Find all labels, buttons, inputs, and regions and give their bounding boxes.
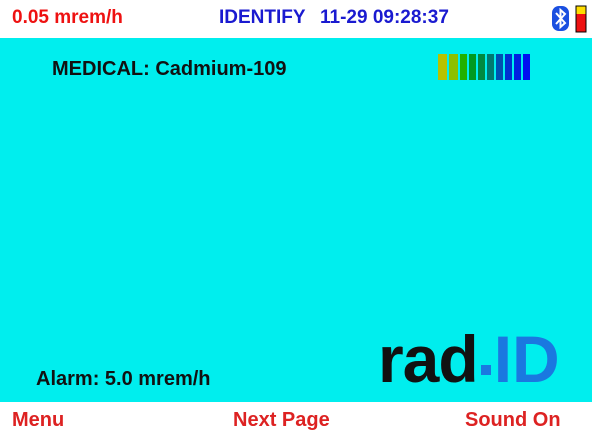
status-bar: 0.05 mrem/h IDENTIFY 11-29 09:28:37 <box>0 0 592 38</box>
signal-bar <box>505 54 512 80</box>
signal-bars <box>438 54 530 80</box>
softkey-bar: Menu Next Page Sound On <box>0 402 592 435</box>
identification: MEDICAL: Cadmium-109 <box>52 58 287 80</box>
status-icons <box>552 5 587 33</box>
signal-bar <box>460 54 467 80</box>
signal-bar <box>514 54 521 80</box>
signal-bar <box>523 54 530 80</box>
datetime: 11-29 09:28:37 <box>320 7 449 28</box>
main-panel: MEDICAL: Cadmium-109 Alarm: 5.0 mrem/h r… <box>0 38 592 402</box>
softkey-next-page[interactable]: Next Page <box>233 409 330 431</box>
bluetooth-glyph <box>555 7 567 30</box>
logo: rad ID <box>378 321 560 401</box>
signal-bar <box>449 54 458 80</box>
logo-rad: rad <box>378 322 479 396</box>
dose-rate: 0.05 mrem/h <box>12 7 123 28</box>
signal-bar <box>487 54 494 80</box>
signal-bar <box>438 54 447 80</box>
alarm-level: Alarm: 5.0 mrem/h <box>36 368 211 390</box>
softkey-menu[interactable]: Menu <box>12 409 65 431</box>
logo-dash <box>480 364 491 375</box>
mode: IDENTIFY <box>219 7 306 28</box>
signal-bar <box>478 54 485 80</box>
signal-bar <box>469 54 476 80</box>
signal-bar <box>496 54 503 80</box>
logo-id: ID <box>493 322 560 396</box>
softkey-sound[interactable]: Sound On <box>465 409 561 431</box>
battery-level <box>576 14 586 32</box>
